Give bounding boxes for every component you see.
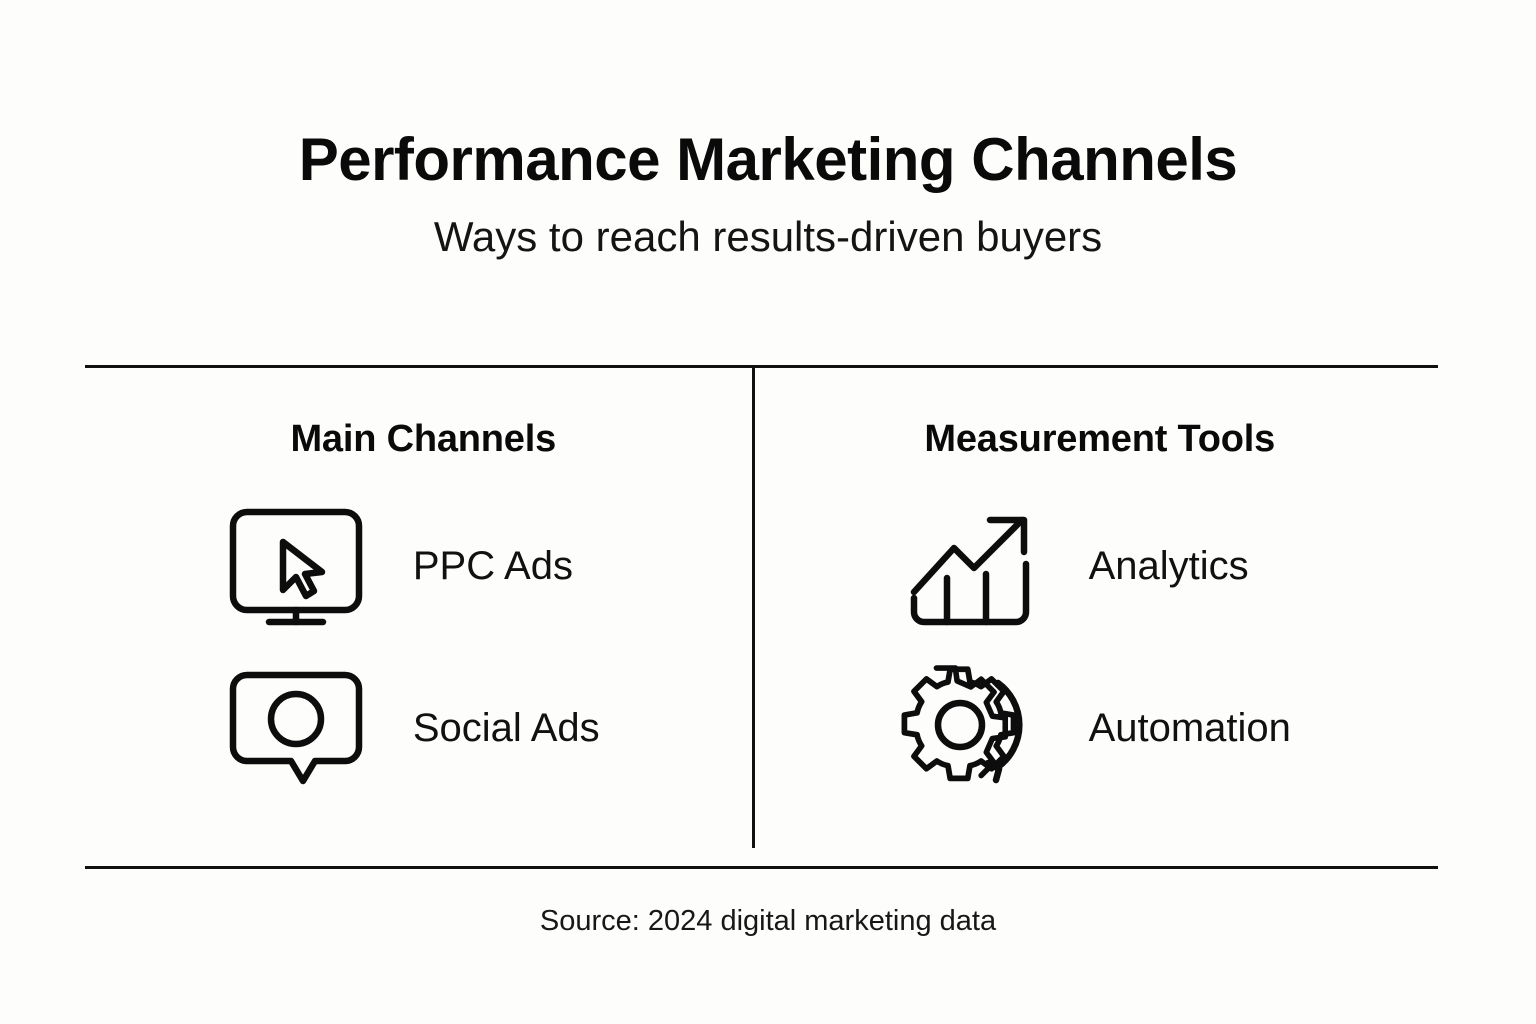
columns-container: Main Channels PPC Ads — [85, 366, 1438, 866]
list-item-label: PPC Ads — [412, 544, 573, 588]
items-list-main-channels: PPC Ads Social Ads — [229, 501, 600, 793]
column-main-channels: Main Channels PPC Ads — [85, 366, 762, 866]
items-list-measurement-tools: Analytics Automation — [901, 501, 1291, 793]
gear-refresh-icon — [899, 665, 1045, 790]
list-item[interactable]: Automation — [899, 663, 1291, 793]
list-item[interactable]: Social Ads — [223, 663, 600, 793]
monitor-cursor-icon — [223, 504, 369, 628]
list-item-label: Analytics — [1088, 544, 1249, 588]
page-subtitle: Ways to reach results-driven buyers — [433, 212, 1103, 260]
column-measurement-tools: Measurement Tools Analytics — [762, 366, 1439, 866]
divider-top — [85, 365, 1438, 368]
list-item-label: Social Ads — [412, 706, 600, 750]
list-item[interactable]: PPC Ads — [223, 501, 600, 631]
header: Performance Marketing Channels Ways to r… — [0, 128, 1536, 260]
divider-vertical — [752, 366, 755, 848]
list-item-label: Automation — [1088, 706, 1291, 750]
growth-chart-arrow-icon — [899, 504, 1045, 628]
source-note: Source: 2024 digital marketing data — [539, 905, 997, 937]
page-title: Performance Marketing Channels — [298, 126, 1238, 193]
column-heading-measurement-tools: Measurement Tools — [924, 418, 1276, 460]
speech-bubble-circle-icon — [223, 666, 369, 790]
column-heading-main-channels: Main Channels — [290, 418, 557, 460]
list-item[interactable]: Analytics — [899, 501, 1291, 631]
divider-bottom — [85, 866, 1438, 869]
